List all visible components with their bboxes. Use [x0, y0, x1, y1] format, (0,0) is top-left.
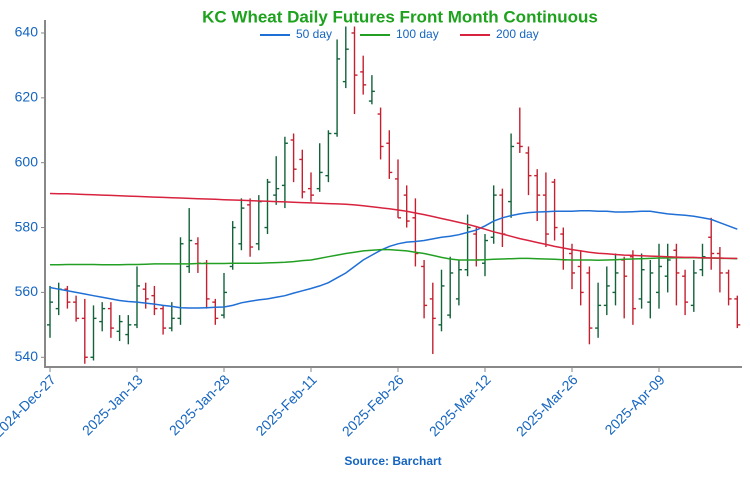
y-tick-label: 540 [15, 348, 39, 364]
y-tick-label: 580 [15, 218, 39, 234]
y-tick-label: 620 [15, 89, 39, 105]
source: Source: Barchart [344, 454, 441, 468]
moving-average-line [50, 248, 738, 266]
y-tick-label: 560 [15, 283, 39, 299]
x-tick-label: 2024-Dec-27 [0, 371, 59, 440]
moving-average-line [49, 209, 738, 309]
x-tick-label: 2025-Apr-09 [601, 371, 667, 437]
x-tick-label: 2025-Feb-26 [339, 371, 407, 439]
legend-label: 50 day [296, 27, 332, 41]
x-tick-label: 2025-Jan-28 [166, 371, 233, 438]
y-tick-label: 640 [15, 24, 39, 40]
y-tick-label: 600 [15, 153, 39, 169]
legend-label: 200 day [496, 27, 539, 41]
x-tick-label: 2025-Jan-13 [79, 371, 146, 438]
x-tick-label: 2025-Feb-11 [252, 371, 319, 438]
moving-average-line [49, 192, 738, 260]
chart-title: KC Wheat Daily Futures Front Month Conti… [202, 7, 598, 26]
legend-label: 100 day [396, 27, 439, 41]
x-tick-label: 2025-Mar-26 [513, 371, 581, 439]
x-tick-label: 2025-Mar-12 [426, 371, 494, 439]
